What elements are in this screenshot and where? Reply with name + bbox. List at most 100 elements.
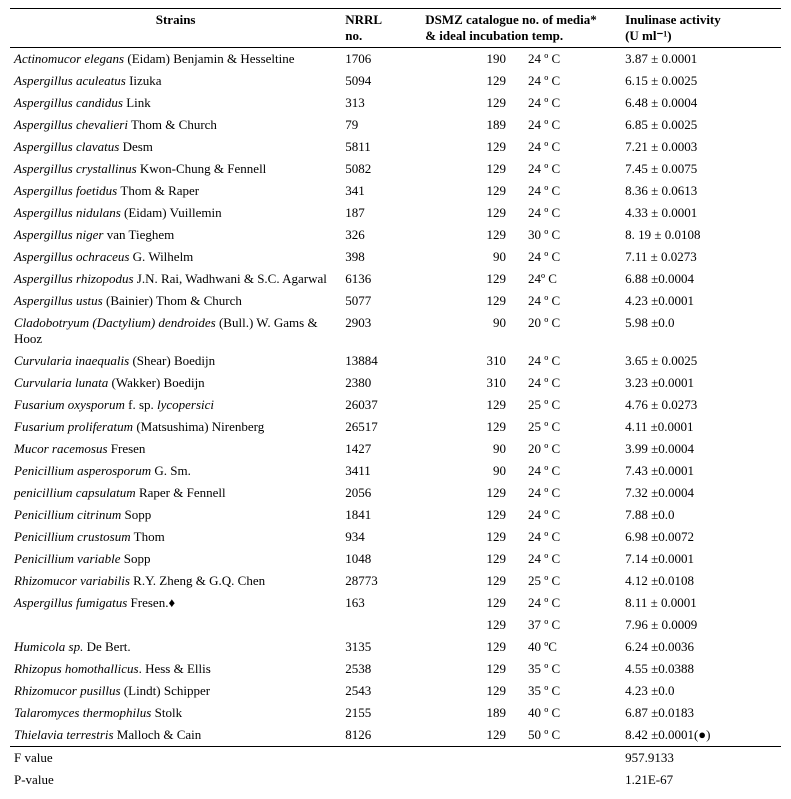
footer-row: F value957.9133 bbox=[10, 747, 781, 770]
temp-cell: 24 º C bbox=[524, 504, 621, 526]
nrrl-cell: 2543 bbox=[341, 680, 421, 702]
strain-italic: Curvularia inaequalis bbox=[14, 353, 129, 368]
nrrl-cell: 5077 bbox=[341, 290, 421, 312]
table-row: Thielavia terrestris Malloch & Cain81261… bbox=[10, 724, 781, 747]
table-row: Aspergillus candidus Link31312924 º C6.4… bbox=[10, 92, 781, 114]
activity-cell: 4.55 ±0.0388 bbox=[621, 658, 781, 680]
temp-cell: 24 º C bbox=[524, 246, 621, 268]
strain-italic: Talaromyces thermophilus bbox=[14, 705, 155, 720]
table-row: Aspergillus clavatus Desm581112924 º C7.… bbox=[10, 136, 781, 158]
strain-cell: Curvularia inaequalis (Shear) Boedijn bbox=[10, 350, 341, 372]
activity-cell: 4.12 ±0.0108 bbox=[621, 570, 781, 592]
strain-cell: Mucor racemosus Fresen bbox=[10, 438, 341, 460]
table-row: Rhizopus homothallicus. Hess & Ellis2538… bbox=[10, 658, 781, 680]
activity-cell: 4.11 ±0.0001 bbox=[621, 416, 781, 438]
strain-cell: Aspergillus niger van Tieghem bbox=[10, 224, 341, 246]
strain-cell: Aspergillus nidulans (Eidam) Vuillemin bbox=[10, 202, 341, 224]
temp-cell: 24 º C bbox=[524, 372, 621, 394]
strain-author: G. Sm. bbox=[151, 463, 191, 478]
strain-italic: Aspergillus aculeatus bbox=[14, 73, 126, 88]
fungal-strains-table: Strains NRRL no. DSMZ catalogue no. of m… bbox=[10, 8, 781, 791]
nrrl-cell: 1048 bbox=[341, 548, 421, 570]
strain-cell: Aspergillus fumigatus Fresen.♦ bbox=[10, 592, 341, 614]
table-row: Aspergillus niger van Tieghem32612930 º … bbox=[10, 224, 781, 246]
nrrl-cell: 934 bbox=[341, 526, 421, 548]
nrrl-cell: 313 bbox=[341, 92, 421, 114]
temp-cell: 50 º C bbox=[524, 724, 621, 747]
strain-cell: Cladobotryum (Dactylium) dendroides (Bul… bbox=[10, 312, 341, 350]
table-row: Fusarium proliferatum (Matsushima) Niren… bbox=[10, 416, 781, 438]
strain-author: De Bert. bbox=[83, 639, 130, 654]
strain-author: (Bainier) Thom & Church bbox=[103, 293, 242, 308]
strain-italic: Aspergillus clavatus bbox=[14, 139, 119, 154]
strain-author: (Matsushima) Nirenberg bbox=[133, 419, 264, 434]
table-row: Aspergillus aculeatus Iizuka509412924 º … bbox=[10, 70, 781, 92]
strain-author: Link bbox=[123, 95, 151, 110]
temp-cell: 30 º C bbox=[524, 224, 621, 246]
strain-cell: Curvularia lunata (Wakker) Boedijn bbox=[10, 372, 341, 394]
strain-cell: Actinomucor elegans (Eidam) Benjamin & H… bbox=[10, 48, 341, 71]
strain-italic: Aspergillus candidus bbox=[14, 95, 123, 110]
strain-italic: Thielavia terrestris bbox=[14, 727, 114, 742]
strain-cell: Aspergillus foetidus Thom & Raper bbox=[10, 180, 341, 202]
header-dsmz-l2: & ideal incubation temp. bbox=[425, 28, 563, 43]
strain-author: (Shear) Boedijn bbox=[129, 353, 215, 368]
temp-cell: 25 º C bbox=[524, 570, 621, 592]
strain-author: (Lindt) Schipper bbox=[121, 683, 211, 698]
strain-author: (Wakker) Boedijn bbox=[108, 375, 204, 390]
temp-cell: 37 º C bbox=[524, 614, 621, 636]
activity-cell: 3.65 ± 0.0025 bbox=[621, 350, 781, 372]
temp-cell: 20 º C bbox=[524, 438, 621, 460]
strain-author: (Eidam) Vuillemin bbox=[121, 205, 222, 220]
temp-cell: 24 º C bbox=[524, 114, 621, 136]
strain-author: Raper & Fennell bbox=[136, 485, 226, 500]
strain-author: Fresen bbox=[108, 441, 146, 456]
table-row: Aspergillus ustus (Bainier) Thom & Churc… bbox=[10, 290, 781, 312]
nrrl-cell: 2903 bbox=[341, 312, 421, 350]
media-cell: 129 bbox=[421, 570, 524, 592]
media-cell: 190 bbox=[421, 48, 524, 71]
strain-italic: Aspergillus fumigatus bbox=[14, 595, 127, 610]
activity-cell: 7.45 ± 0.0075 bbox=[621, 158, 781, 180]
temp-cell: 24 º C bbox=[524, 526, 621, 548]
temp-cell: 40 ºC bbox=[524, 636, 621, 658]
media-cell: 90 bbox=[421, 438, 524, 460]
strain-italic: Aspergillus crystallinus bbox=[14, 161, 137, 176]
activity-cell: 7.14 ±0.0001 bbox=[621, 548, 781, 570]
nrrl-cell: 2380 bbox=[341, 372, 421, 394]
activity-cell: 6.98 ±0.0072 bbox=[621, 526, 781, 548]
temp-cell: 24 º C bbox=[524, 136, 621, 158]
temp-cell: 40 º C bbox=[524, 702, 621, 724]
media-cell: 129 bbox=[421, 636, 524, 658]
strain-author: Kwon-Chung & Fennell bbox=[137, 161, 267, 176]
strain-italic: Mucor racemosus bbox=[14, 441, 108, 456]
header-nrrl-l2: no. bbox=[345, 28, 362, 43]
strain-italic: Humicola sp. bbox=[14, 639, 83, 654]
activity-cell: 7.21 ± 0.0003 bbox=[621, 136, 781, 158]
activity-cell: 6.87 ±0.0183 bbox=[621, 702, 781, 724]
media-cell: 129 bbox=[421, 680, 524, 702]
media-cell: 129 bbox=[421, 180, 524, 202]
activity-cell: 7.32 ±0.0004 bbox=[621, 482, 781, 504]
header-activity-l2: (U ml⁻¹) bbox=[625, 28, 672, 43]
activity-cell: 7.88 ±0.0 bbox=[621, 504, 781, 526]
temp-cell: 35 º C bbox=[524, 658, 621, 680]
header-activity: Inulinase activity (U ml⁻¹) bbox=[621, 9, 781, 48]
header-activity-l1: Inulinase activity bbox=[625, 12, 721, 27]
footer-value: 1.21E-67 bbox=[621, 769, 781, 791]
strain-author: Desm bbox=[119, 139, 153, 154]
media-cell: 129 bbox=[421, 504, 524, 526]
strain-cell: Talaromyces thermophilus Stolk bbox=[10, 702, 341, 724]
activity-cell: 4.33 ± 0.0001 bbox=[621, 202, 781, 224]
nrrl-cell: 13884 bbox=[341, 350, 421, 372]
strain-author: Fresen.♦ bbox=[127, 595, 175, 610]
temp-cell: 24 º C bbox=[524, 350, 621, 372]
strain-cell: penicillium capsulatum Raper & Fennell bbox=[10, 482, 341, 504]
table-row: Curvularia inaequalis (Shear) Boedijn138… bbox=[10, 350, 781, 372]
strain-cell: Aspergillus candidus Link bbox=[10, 92, 341, 114]
strain-author: Thom & Raper bbox=[120, 183, 199, 198]
footer-label: F value bbox=[10, 747, 341, 770]
activity-cell: 6.15 ± 0.0025 bbox=[621, 70, 781, 92]
nrrl-cell: 2538 bbox=[341, 658, 421, 680]
activity-cell: 6.85 ± 0.0025 bbox=[621, 114, 781, 136]
